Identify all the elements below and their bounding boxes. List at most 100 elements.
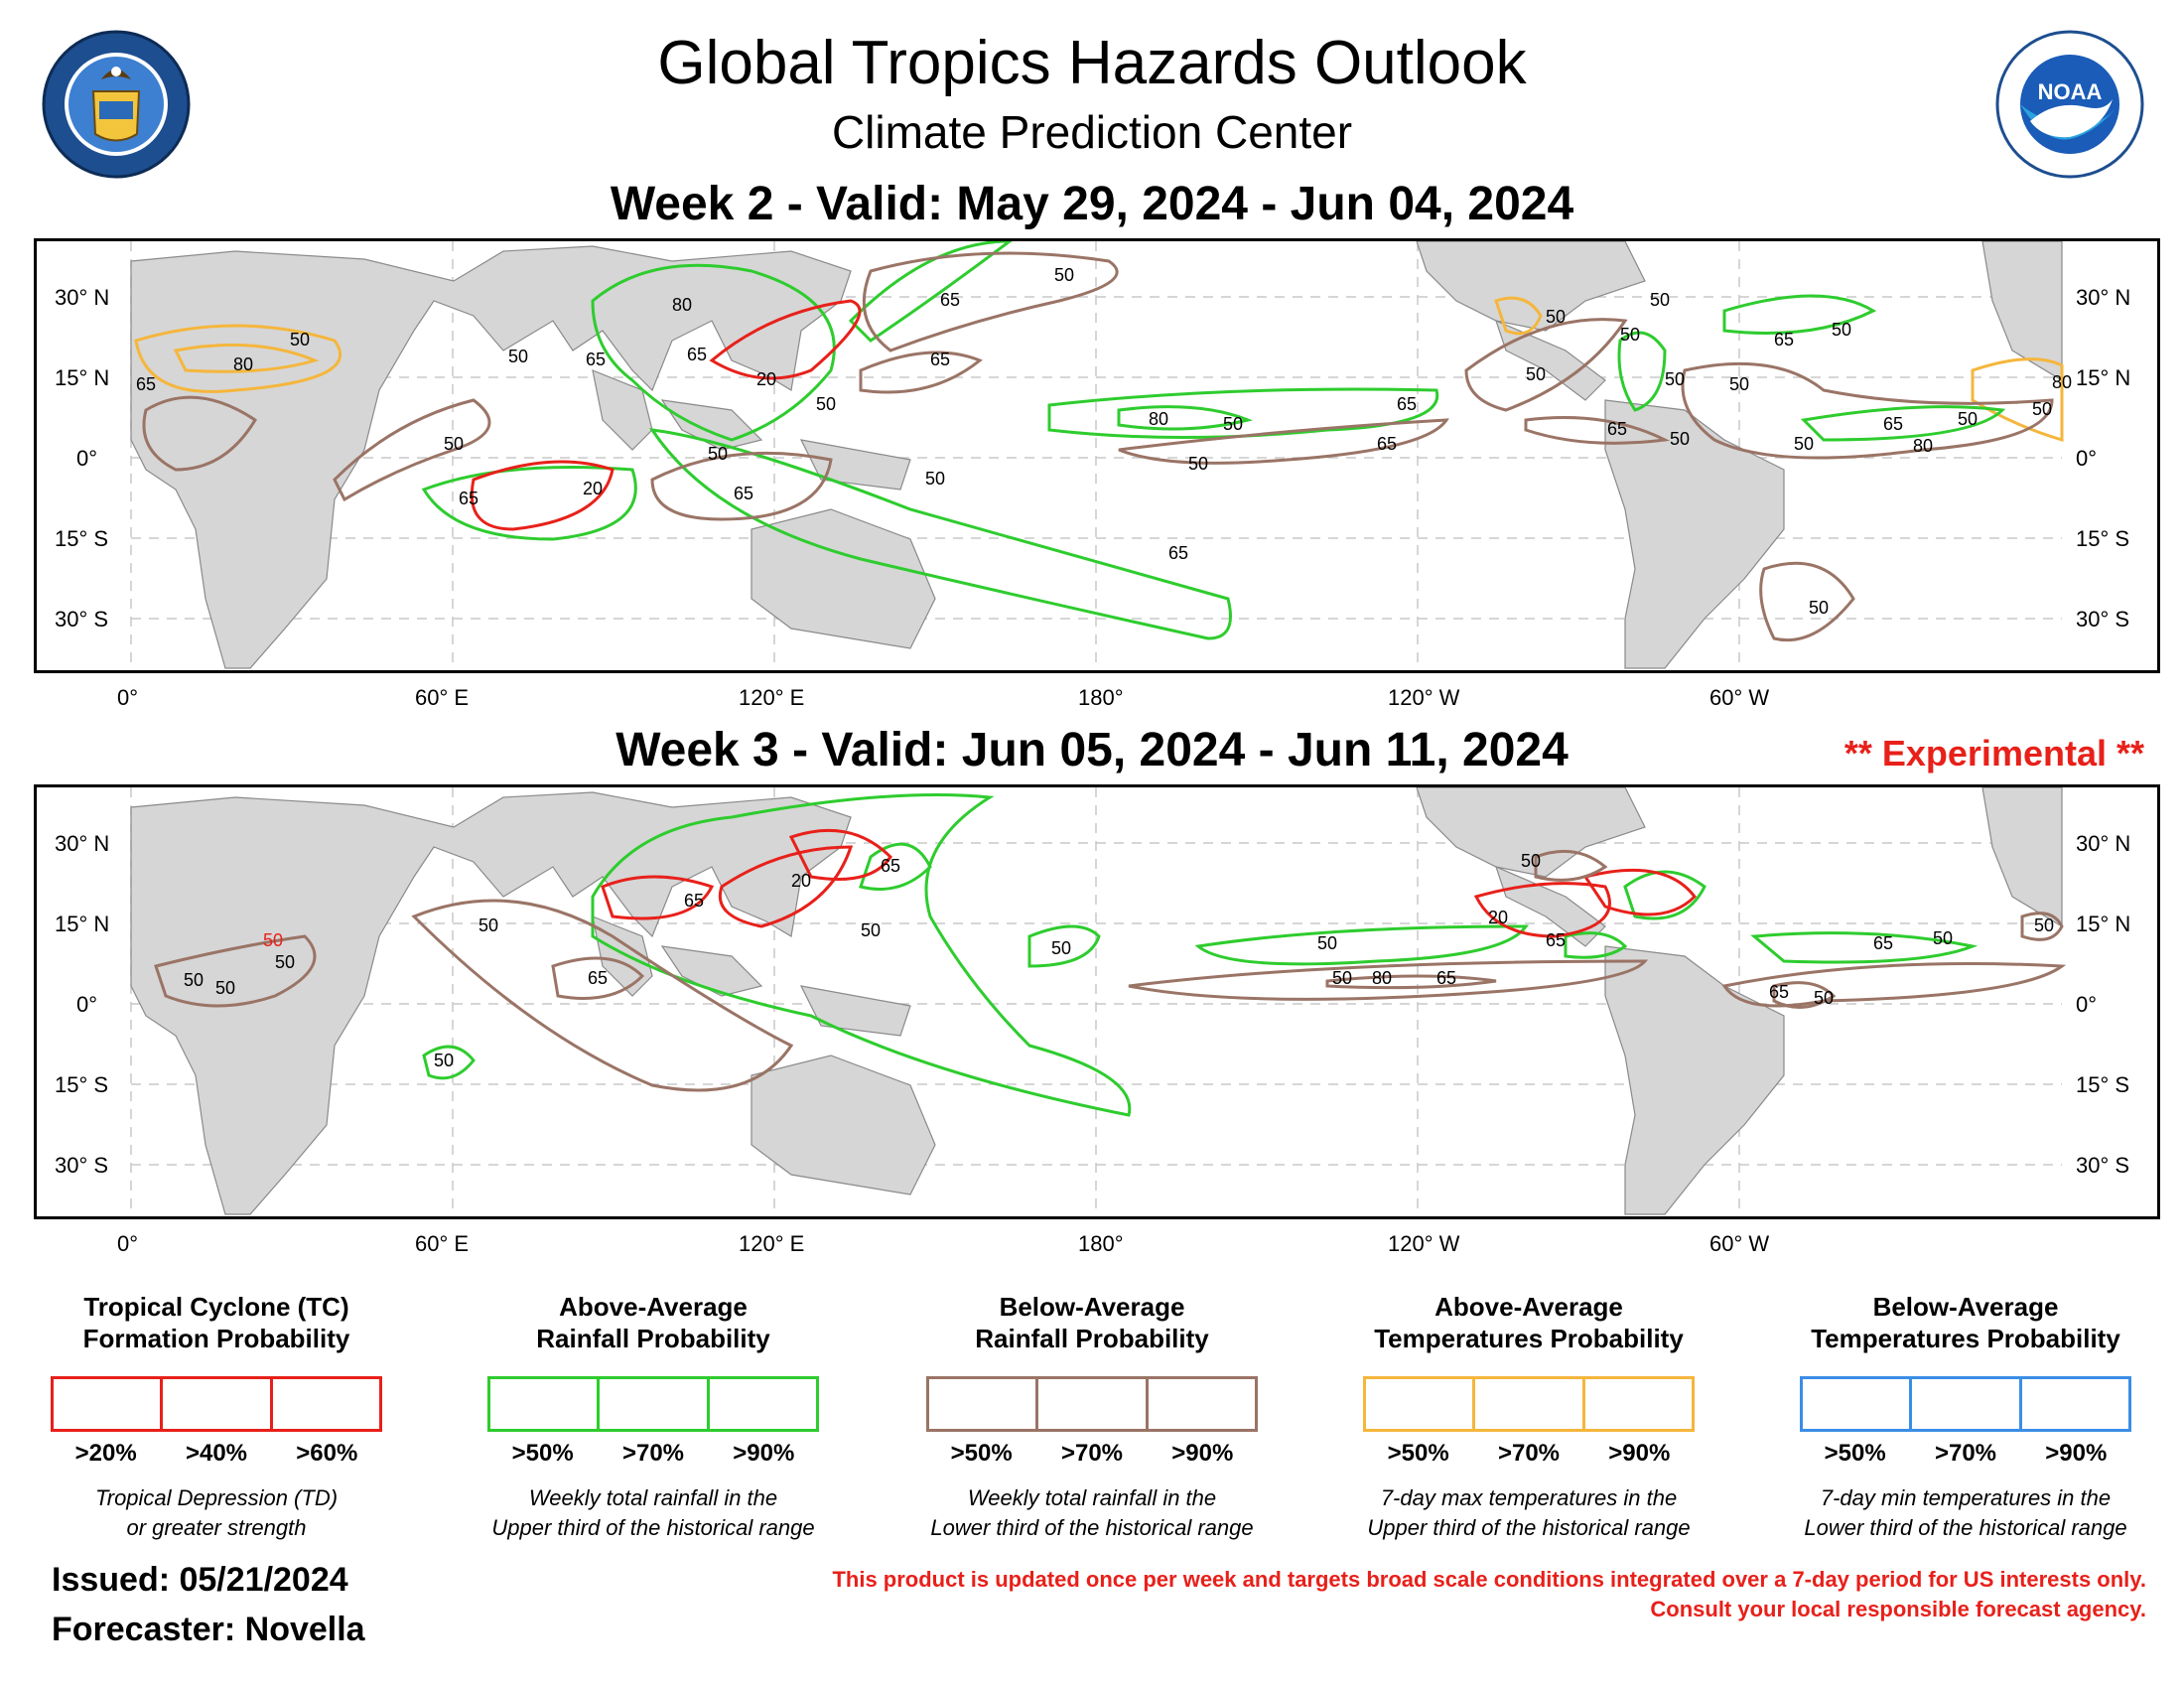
noaa-logo-text: NOAA bbox=[2038, 79, 2103, 104]
contour-label: 65 bbox=[940, 290, 960, 310]
legend-pct: >90% bbox=[2045, 1440, 2108, 1467]
lat-label: 15° S bbox=[55, 1072, 108, 1097]
lat-label: 0° bbox=[76, 992, 97, 1017]
lat-label: 30° N bbox=[55, 831, 109, 856]
legend-boxes bbox=[487, 1376, 819, 1432]
tc-contour bbox=[1473, 882, 1611, 938]
week3-land bbox=[130, 787, 2063, 1215]
legend-pct: >50% bbox=[511, 1440, 574, 1467]
contour-label: 50 bbox=[1814, 988, 1834, 1008]
lat-label-right: 15° S bbox=[2076, 1072, 2129, 1097]
rain-above-contour bbox=[859, 842, 932, 891]
contour-label: 50 bbox=[478, 915, 498, 935]
contour-label: 65 bbox=[136, 374, 156, 394]
week3-lat-labels: 30° N 15° N 0° 15° S 30° S 30° N 15° N 0… bbox=[55, 831, 2130, 1178]
rain-above-contour bbox=[1750, 931, 1979, 964]
contour-label: 50 bbox=[1620, 325, 1640, 345]
legend-desc: Weekly total rainfall in the Lower third… bbox=[930, 1485, 1254, 1540]
lat-label-right: 15° N bbox=[2076, 912, 2130, 936]
contour-label: 50 bbox=[290, 330, 310, 350]
rain-below-contour bbox=[1721, 962, 2067, 1008]
page-title: Global Tropics Hazards Outlook bbox=[657, 29, 1527, 97]
week2-land bbox=[130, 241, 2063, 669]
rain-above-contour bbox=[1027, 924, 1101, 968]
rain-below-contour bbox=[1772, 981, 1837, 1009]
lat-label-right: 15° S bbox=[2076, 526, 2129, 551]
legend-desc: Weekly total rainfall in the Upper third… bbox=[491, 1485, 815, 1540]
lat-label-right: 30° S bbox=[2076, 1153, 2129, 1178]
legend-box bbox=[1581, 1376, 1695, 1432]
week2-lat-labels: 30° N 15° N 0° 15° S 30° S 30° N 15° N 0… bbox=[55, 285, 2130, 632]
week3-contour-labels: 65 65 20 50 50 50 20 65 65 50 50 50 65 5… bbox=[184, 851, 2054, 1070]
legend-pct: >70% bbox=[1934, 1440, 1997, 1467]
legend-pct: >60% bbox=[296, 1440, 358, 1467]
rain-above-contour bbox=[1564, 931, 1628, 959]
week3-title: Week 3 - Valid: Jun 05, 2024 - Jun 11, 2… bbox=[615, 724, 1569, 776]
legend-pct: >20% bbox=[74, 1440, 137, 1467]
disclaimer: This product is updated once per week an… bbox=[832, 1565, 2146, 1624]
legend-pcts: >20% >40% >60% bbox=[51, 1440, 382, 1468]
contour-label: 80 bbox=[1913, 436, 1933, 456]
legend-desc: 7-day max temperatures in the Upper thir… bbox=[1367, 1485, 1691, 1540]
contour-label: 65 bbox=[588, 968, 608, 988]
legend-pct: >70% bbox=[621, 1440, 685, 1467]
rain-below-contour bbox=[1464, 318, 1628, 412]
contour-label: 65 bbox=[459, 489, 478, 508]
contour-label: 50 bbox=[816, 394, 836, 414]
rain-below-contour bbox=[859, 351, 983, 394]
tc-contour bbox=[719, 845, 854, 928]
lat-label: 15° N bbox=[55, 912, 109, 936]
contour-label: 50 bbox=[263, 930, 283, 950]
contour-label: 65 bbox=[687, 345, 707, 364]
contour-label: 50 bbox=[861, 920, 881, 940]
lon-label: 120° W bbox=[1388, 1231, 1460, 1256]
rain-above-contour bbox=[591, 793, 1132, 1117]
contour-label: 50 bbox=[925, 469, 945, 489]
contour-label: 80 bbox=[1149, 409, 1168, 429]
legend-pct: >90% bbox=[1171, 1440, 1234, 1467]
lon-label: 60° W bbox=[1709, 685, 1770, 710]
contour-label: 50 bbox=[1729, 374, 1749, 394]
legend-desc: Tropical Depression (TD) or greater stre… bbox=[94, 1485, 339, 1540]
contour-label: 20 bbox=[756, 369, 776, 389]
legend-box bbox=[1145, 1376, 1258, 1432]
contour-label: 50 bbox=[1794, 434, 1814, 454]
lat-label: 0° bbox=[76, 446, 97, 471]
contour-label: 50 bbox=[184, 970, 204, 990]
contour-label: 50 bbox=[215, 978, 235, 998]
page-subtitle: Climate Prediction Center bbox=[831, 106, 1353, 158]
legend-boxes bbox=[1800, 1376, 2131, 1432]
contour-label: 65 bbox=[1873, 933, 1893, 953]
lon-label: 60° E bbox=[415, 1231, 470, 1256]
commerce-seal-icon bbox=[42, 30, 191, 179]
contour-label: 50 bbox=[434, 1051, 454, 1070]
contour-label: 65 bbox=[1546, 930, 1566, 950]
contour-label: 65 bbox=[1607, 419, 1627, 439]
lat-label: 15° N bbox=[55, 365, 109, 390]
legend-pct: >50% bbox=[1824, 1440, 1886, 1467]
rain-below-contour bbox=[650, 451, 833, 521]
legend-tc: Tropical Cyclone (TC) Formation Probabil… bbox=[38, 1291, 395, 1543]
legend-title: Below-Average Temperatures Probability bbox=[1811, 1292, 2120, 1353]
lat-label-right: 30° N bbox=[2076, 285, 2130, 310]
contour-label: 65 bbox=[1168, 543, 1188, 563]
contour-label: 20 bbox=[1488, 908, 1508, 927]
legend-box bbox=[160, 1376, 270, 1432]
rain-above-contour bbox=[1617, 331, 1667, 412]
legend-box bbox=[597, 1376, 707, 1432]
contour-label: 50 bbox=[275, 952, 295, 972]
rain-above-contour bbox=[1194, 924, 1529, 966]
contour-label: 50 bbox=[2032, 399, 2052, 419]
legend-title: Tropical Cyclone (TC) Formation Probabil… bbox=[82, 1292, 350, 1353]
week2-contour-labels: 80 65 65 20 65 50 65 50 65 20 50 65 50 6… bbox=[136, 265, 2072, 618]
contour-label: 65 bbox=[734, 484, 753, 503]
legend-box bbox=[1800, 1376, 1910, 1432]
rain-above-contour bbox=[422, 1045, 476, 1080]
rain-below-contour bbox=[551, 956, 645, 1000]
legend-boxes bbox=[51, 1376, 382, 1432]
rain-above-contour bbox=[1047, 387, 1439, 439]
noaa-logo-icon: NOAA bbox=[1995, 30, 2144, 179]
contour-label: 50 bbox=[1054, 265, 1074, 285]
legend-pct: >90% bbox=[733, 1440, 795, 1467]
legend-rain-below: Below-Average Rainfall Probability >50% … bbox=[913, 1291, 1271, 1543]
